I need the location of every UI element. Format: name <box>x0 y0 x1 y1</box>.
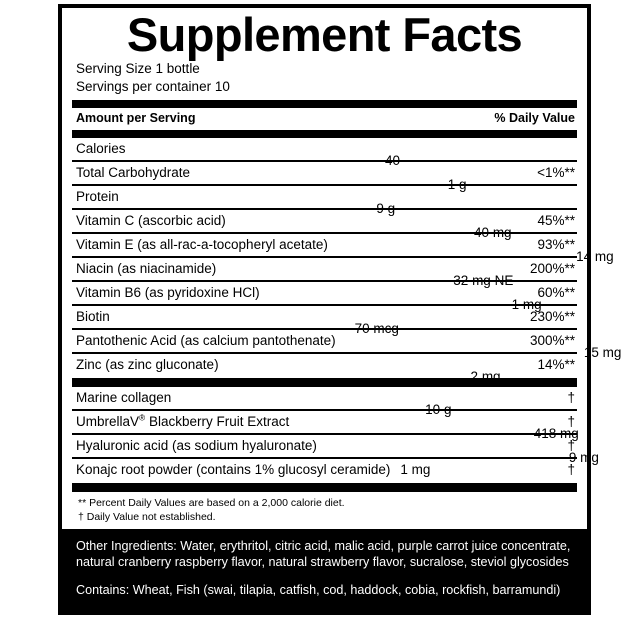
servings-per-container: Servings per container 10 <box>76 79 230 95</box>
footnote-daily-value-not-established: † Daily Value not established. <box>78 511 216 524</box>
allergen-contains-text: Contains: Wheat, Fish (swai, tilapia, ca… <box>76 583 561 598</box>
rule-below-header <box>72 130 577 139</box>
disclosure-panel: Other Ingredients: Water, erythritol, ci… <box>62 529 587 611</box>
serving-info: Serving Size 1 bottle Servings per conta… <box>62 60 587 97</box>
nutrient-daily-value: 93%** <box>537 237 575 253</box>
nutrient-amount: 1 mg <box>511 297 542 313</box>
ingredient-name: UmbrellaV® Blackberry Fruit Extract <box>72 412 290 430</box>
nutrient-amount: 9 g <box>376 201 396 217</box>
rule-above-header <box>72 100 577 109</box>
ingredient-name-suffix: Blackberry Fruit Extract <box>145 414 290 430</box>
table-row: Pantothenic Acid (as calcium pantothenat… <box>72 330 621 360</box>
ingredient-brand: UmbrellaV <box>76 414 140 430</box>
ingredient-amount: 9 mg <box>568 450 599 466</box>
nutrient-name: Biotin <box>76 309 110 325</box>
nutrient-name: Zinc (as zinc gluconate) <box>76 357 219 373</box>
nutrient-amount: 32 mg NE <box>453 273 514 289</box>
daily-value-header: % Daily Value <box>494 111 575 126</box>
rule-before-ingredients <box>72 378 577 388</box>
table-row: Biotin 70 mcg 230%** <box>72 306 577 336</box>
ingredient-name: Marine collagen <box>76 390 172 406</box>
ingredients-table: Marine collagen 10 g † UmbrellaV® Blackb… <box>62 387 599 483</box>
table-row: Marine collagen 10 g † <box>72 387 577 417</box>
ingredient-daily-value: † <box>567 462 575 478</box>
nutrients-table: Calories 40 Total Carbohydrate 1 g <1%**… <box>62 138 621 384</box>
nutrient-amount: 40 mg <box>474 225 512 241</box>
nutrient-amount: 2 mg <box>470 369 501 385</box>
nutrient-name: Niacin (as niacinamide) <box>76 261 217 277</box>
rule-before-footnotes <box>72 483 577 493</box>
other-ingredients-text: Other Ingredients: Water, erythritol, ci… <box>76 539 571 569</box>
ingredient-daily-value: † <box>567 438 575 454</box>
ingredient-amount: 10 g <box>425 402 452 418</box>
table-row: Zinc (as zinc gluconate) 2 mg 14%** <box>72 354 577 384</box>
nutrient-daily-value: 200%** <box>529 261 575 277</box>
ingredient-amount: 418 mg <box>533 426 579 442</box>
ingredient-daily-value: † <box>567 414 575 430</box>
nutrient-name: Vitamin E (as all-rac-a-tocopheryl aceta… <box>76 237 328 253</box>
nutrient-name: Vitamin B6 (as pyridoxine HCl) <box>76 285 260 301</box>
nutrient-name: Calories <box>76 141 126 157</box>
footnotes: ** Percent Daily Values are based on a 2… <box>62 492 587 529</box>
nutrient-daily-value: 14%** <box>537 357 575 373</box>
ingredient-name: Konajc root powder (contains 1% glucosyl… <box>76 462 391 478</box>
nutrient-daily-value: <1%** <box>537 165 575 181</box>
page-title: Supplement Facts <box>126 8 523 61</box>
footnote-percent-daily-value: ** Percent Daily Values are based on a 2… <box>78 497 345 510</box>
ingredient-daily-value: † <box>567 390 575 406</box>
nutrient-name: Pantothenic Acid (as calcium pantothenat… <box>76 333 336 349</box>
nutrient-name: Protein <box>76 189 119 205</box>
table-row: Protein 9 g <box>72 186 577 216</box>
serving-size: Serving Size 1 bottle <box>76 61 200 77</box>
nutrient-amount: 70 mcg <box>354 321 399 337</box>
nutrient-amount: 1 g <box>447 177 467 193</box>
nutrient-amount: 15 mg <box>583 345 622 361</box>
registered-trademark-icon: ® <box>139 412 146 423</box>
nutrient-amount: 40 <box>385 153 401 169</box>
table-row: Konajc root powder (contains 1% glucosyl… <box>72 459 577 483</box>
table-row: Hyaluronic acid (as sodium hyaluronate) … <box>72 435 599 465</box>
table-row: Vitamin B6 (as pyridoxine HCl) 1 mg 60%*… <box>72 282 577 312</box>
supplement-facts-label: Supplement Facts Serving Size 1 bottle S… <box>58 4 621 615</box>
nutrient-daily-value: 45%** <box>537 213 575 229</box>
ingredient-amount: 1 mg <box>400 462 431 478</box>
table-header: Amount per Serving % Daily Value <box>62 108 587 128</box>
nutrient-name: Vitamin C (ascorbic acid) <box>76 213 226 229</box>
nutrient-amount: 14 mg <box>576 249 614 265</box>
ingredient-name: Hyaluronic acid (as sodium hyaluronate) <box>76 438 317 454</box>
amount-per-serving-header: Amount per Serving <box>76 111 196 126</box>
table-row: Vitamin C (ascorbic acid) 40 mg 45%** <box>72 210 577 240</box>
nutrient-daily-value: 230%** <box>529 309 575 325</box>
table-row: Niacin (as niacinamide) 32 mg NE 200%** <box>72 258 577 288</box>
table-row: UmbrellaV® Blackberry Fruit Extract 418 … <box>72 411 579 441</box>
table-row: Total Carbohydrate 1 g <1%** <box>72 162 577 192</box>
nutrient-daily-value: 300%** <box>529 333 575 349</box>
table-row: Calories 40 <box>72 138 577 168</box>
table-row: Vitamin E (as all-rac-a-tocopheryl aceta… <box>72 234 614 264</box>
nutrient-daily-value: 60%** <box>537 285 575 301</box>
nutrient-name: Total Carbohydrate <box>76 165 191 181</box>
